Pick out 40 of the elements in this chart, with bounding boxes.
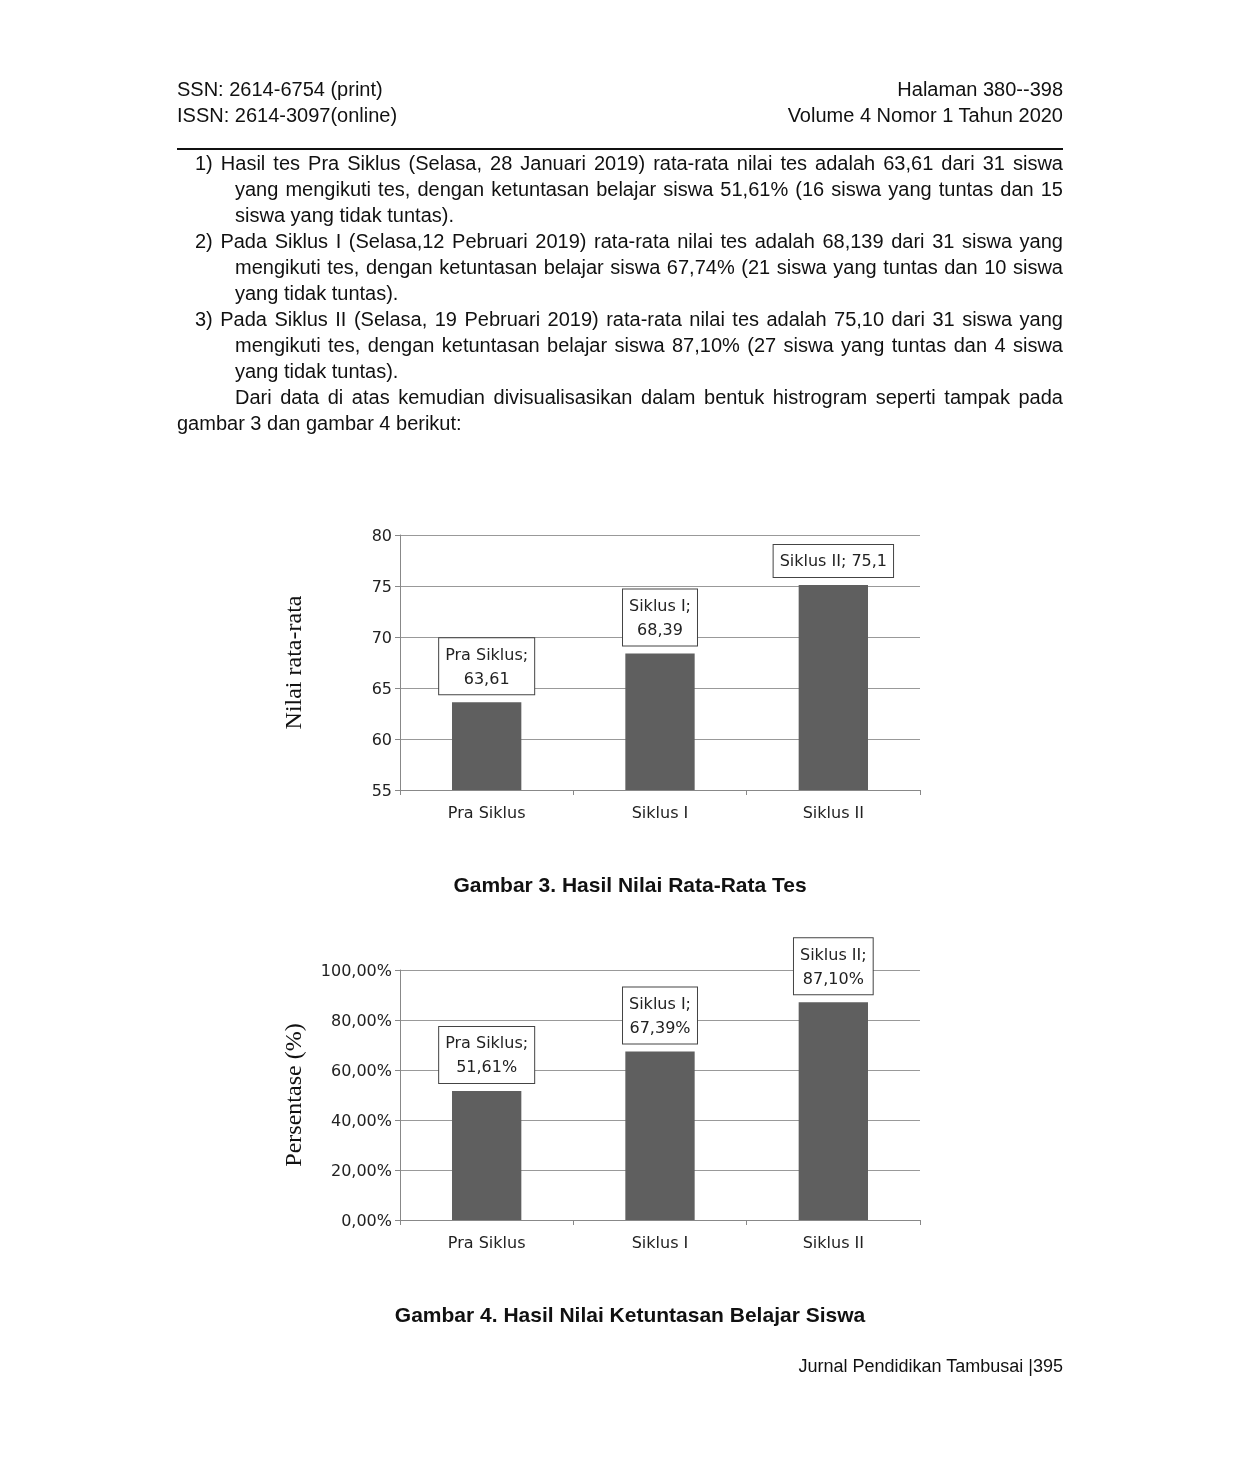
text: Gambar 4. Hasil Nilai Ketuntasan Belajar Siswa — [394, 1303, 866, 1326]
bar — [798, 1002, 868, 1220]
y-tick-label: 0,00% — [341, 1210, 392, 1230]
bar — [452, 1090, 522, 1220]
y-axis-title: Persentase (%) — [280, 1023, 306, 1167]
x-tick-label: Pra Siklus — [447, 802, 526, 822]
data-label: Pra Siklus; 51,61% — [445, 1033, 529, 1077]
text: Volume 4 Nomor 1 Tahun 2020 — [787, 103, 1063, 128]
text: Halaman 380--398 — [896, 77, 1063, 102]
y-tick-label: 55 — [371, 780, 392, 800]
data-label: Siklus II; 87,10% — [799, 944, 867, 988]
x-tick-label: Pra Siklus — [447, 1232, 526, 1252]
y-tick-label: 80,00% — [330, 1010, 392, 1030]
y-axis-title: Nilai rata-rata — [280, 595, 306, 730]
x-tick-label: Siklus II — [802, 802, 864, 822]
text: Dari data di atas kemudian divisualisasikan dalam bentuk histrogram seperti tampak pada gambar 3 dan gambar 4 berikut: — [177, 385, 1063, 436]
y-tick-label: 70 — [371, 627, 392, 647]
y-tick-label: 100,00% — [320, 960, 392, 980]
y-tick-label: 65 — [371, 678, 392, 698]
y-tick-label: 75 — [371, 576, 392, 596]
x-tick-label: Siklus II — [802, 1232, 864, 1252]
y-tick-label: 60,00% — [330, 1060, 392, 1080]
data-label: Siklus II; 75,1 — [779, 551, 888, 571]
x-tick-label: Siklus I — [631, 802, 689, 822]
text: 1) Hasil tes Pra Siklus (Selasa, 28 Januari 2019) rata-rata nilai tes adalah 63,61 dari 31 siswa yang mengikuti tes, dengan ketuntasan belajar siswa 51,61% (16 siswa yang tuntas dan 15 siswa yang tidak tuntas). — [194, 151, 1063, 228]
data-label: Pra Siklus; 63,61 — [445, 644, 529, 688]
data-label: Siklus I; 68,39 — [629, 595, 691, 639]
text: ISSN: 2614-3097(online) — [177, 103, 398, 128]
text: 2) Pada Siklus I (Selasa,12 Pebruari 2019) rata-rata nilai tes adalah 68,139 dari 31 siswa yang mengikuti tes, dengan ketuntasan belajar siswa 67,74% (21 siswa yang tuntas dan 10 siswa yang tidak tuntas). — [194, 229, 1063, 306]
y-tick-label: 20,00% — [330, 1160, 392, 1180]
data-label: Siklus I; 67,39% — [629, 994, 691, 1038]
y-tick-label: 40,00% — [330, 1110, 392, 1130]
y-tick-label: 60 — [371, 729, 392, 749]
text: SSN: 2614-6754 (print) — [177, 77, 384, 102]
text: 3) Pada Siklus II (Selasa, 19 Pebruari 2019) rata-rata nilai tes adalah 75,10 dari 31 siswa yang mengikuti tes, dengan ketuntasan belajar siswa 87,10% (27 siswa yang tuntas dan 4 siswa yang tidak tuntas). — [194, 307, 1063, 384]
y-tick-label: 80 — [371, 525, 392, 545]
text: Jurnal Pendidikan Tambusai |395 — [798, 1356, 1063, 1377]
bar — [625, 1051, 695, 1220]
text: Gambar 3. Hasil Nilai Rata-Rata Tes — [453, 873, 807, 896]
x-tick-label: Siklus I — [631, 1232, 689, 1252]
